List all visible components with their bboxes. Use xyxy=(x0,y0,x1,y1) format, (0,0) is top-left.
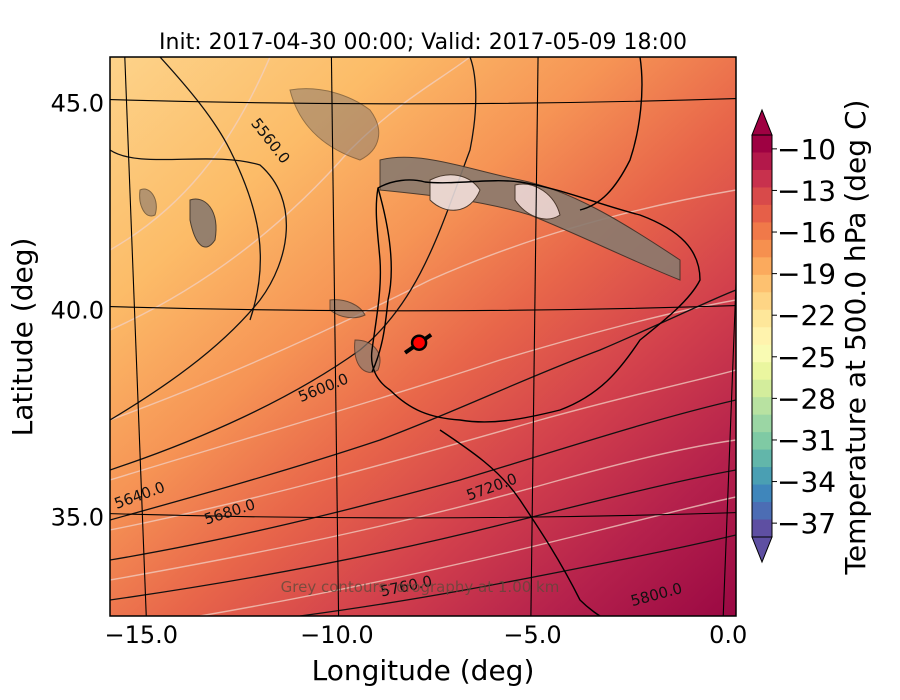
temperature-contours xyxy=(110,57,736,616)
x-tick-label: 0.0 xyxy=(709,621,747,649)
colorbar-tick-label: −31 xyxy=(777,424,836,457)
colorbar-segment xyxy=(752,327,772,346)
coastlines xyxy=(370,57,701,616)
y-tick-label: 40.0 xyxy=(51,297,104,325)
colorbar-segment xyxy=(752,362,772,381)
colorbar-segment xyxy=(752,467,772,486)
colorbar-segment xyxy=(752,152,772,171)
colorbar-segment xyxy=(752,274,772,293)
colorbar-extend-min xyxy=(751,536,773,564)
colorbar-frame xyxy=(751,134,773,538)
colorbar-segment xyxy=(752,344,772,363)
colorbar xyxy=(751,108,773,564)
colorbar-segment xyxy=(752,449,772,468)
colorbar-segment xyxy=(752,222,772,241)
colorbar-segment xyxy=(752,414,772,433)
meridian-line xyxy=(330,57,340,616)
colorbar-segment xyxy=(752,187,772,206)
colorbar-segment xyxy=(752,292,772,311)
colorbar-segment xyxy=(752,397,772,416)
colorbar-segment xyxy=(752,519,772,538)
meridian-line xyxy=(124,57,147,616)
colorbar-segment xyxy=(752,309,772,328)
orography-annotation: Grey contours: orography at 1.00 km xyxy=(281,578,560,596)
colorbar-segment xyxy=(752,379,772,398)
x-tick-label: −15.0 xyxy=(105,621,179,649)
location-marker xyxy=(410,334,428,351)
x-tick-label: −10.0 xyxy=(300,621,374,649)
meridian-line xyxy=(722,268,736,616)
parallel-line xyxy=(110,97,736,105)
y-axis-label: Latitude (deg) xyxy=(6,238,39,437)
colorbar-tick-label: −10 xyxy=(777,133,836,166)
colorbar-segment xyxy=(752,239,772,258)
colorbar-segment xyxy=(752,257,772,276)
meridian-line xyxy=(530,57,539,616)
colorbar-tick-label: −16 xyxy=(777,216,836,249)
colorbar-segment xyxy=(752,135,772,153)
colorbar-tick-label: −28 xyxy=(777,382,836,415)
y-tick-label: 45.0 xyxy=(51,90,104,118)
colorbar-tick-label: −37 xyxy=(777,507,836,540)
x-axis-label: Longitude (deg) xyxy=(312,654,535,687)
parallel-line xyxy=(110,512,736,519)
colorbar-extend-max xyxy=(751,108,773,136)
y-tick-label: 35.0 xyxy=(51,504,104,532)
colorbar-segment xyxy=(752,484,772,503)
colorbar-segment xyxy=(752,432,772,451)
lat-lon-grid xyxy=(110,57,736,616)
colorbar-tick-label: −19 xyxy=(777,258,836,291)
colorbar-tick-label: −25 xyxy=(777,341,836,374)
x-tick-labels: −15.0 −10.0 −5.0 0.0 xyxy=(105,621,748,649)
colorbar-segment xyxy=(752,204,772,223)
y-tick-labels: 35.0 40.0 45.0 xyxy=(51,90,104,532)
colorbar-label: Temperature at 500.0 hPa (deg C) xyxy=(839,100,872,576)
colorbar-segment xyxy=(752,169,772,188)
x-tick-label: −5.0 xyxy=(503,621,561,649)
colorbar-tick-labels: −10 −13 −16 −19 −22 −25 −28 −31 −34 −37 xyxy=(772,133,836,540)
chart-title: Init: 2017-04-30 00:00; Valid: 2017-05-0… xyxy=(159,30,687,55)
colorbar-tick-label: −22 xyxy=(777,299,836,332)
parallel-line xyxy=(110,305,736,312)
orography-patches xyxy=(139,88,681,373)
colorbar-tick-label: −34 xyxy=(777,466,836,499)
map-frame xyxy=(109,56,737,617)
colorbar-tick-label: −13 xyxy=(777,174,836,207)
location-marker-layer xyxy=(403,333,433,355)
colorbar-segment xyxy=(752,502,772,521)
geopotential-height-contours xyxy=(110,57,736,616)
